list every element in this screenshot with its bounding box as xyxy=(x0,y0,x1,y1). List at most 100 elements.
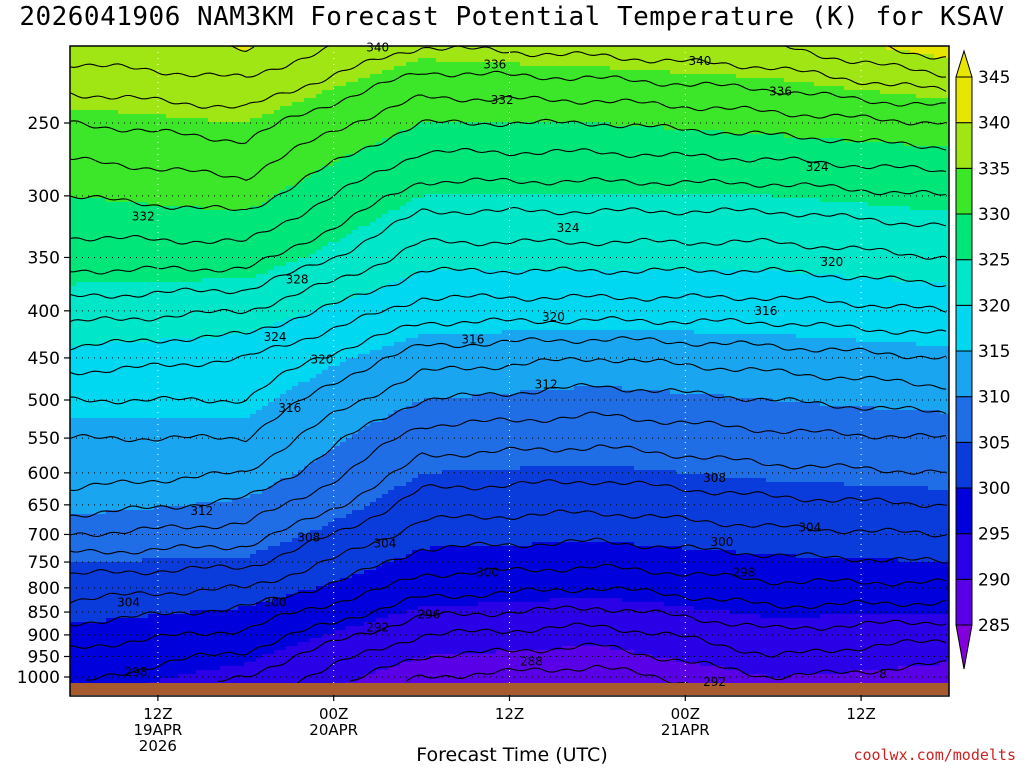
theta-cell xyxy=(802,198,809,275)
theta-cell xyxy=(484,546,491,603)
theta-cell xyxy=(562,270,569,331)
theta-cell xyxy=(88,562,95,623)
theta-cell xyxy=(784,270,791,335)
theta-cell xyxy=(880,342,887,411)
theta-cell xyxy=(694,334,701,395)
theta-cell xyxy=(772,134,779,199)
theta-cell xyxy=(262,46,269,115)
theta-cell xyxy=(376,566,383,619)
theta-cell xyxy=(622,46,629,71)
theta-cell xyxy=(730,478,737,551)
theta-cell xyxy=(862,46,869,91)
theta-cell xyxy=(154,418,161,507)
theta-cell xyxy=(622,466,629,543)
theta-cell xyxy=(394,614,401,667)
theta-cell xyxy=(886,486,893,559)
theta-cell xyxy=(568,194,575,271)
theta-cell xyxy=(178,338,185,419)
theta-cell xyxy=(730,194,737,271)
theta-cell xyxy=(514,122,521,195)
theta-cell xyxy=(460,334,467,399)
theta-cell xyxy=(550,46,557,67)
theta-cell xyxy=(208,670,215,684)
theta-cell xyxy=(646,390,653,471)
theta-cell xyxy=(76,562,83,623)
theta-cell xyxy=(304,534,311,591)
theta-cell xyxy=(826,138,833,203)
theta-cell xyxy=(190,558,197,611)
theta-cell xyxy=(910,146,917,211)
theta-cell xyxy=(490,654,497,684)
theta-cell xyxy=(322,306,329,371)
theta-cell xyxy=(814,86,821,139)
theta-cell xyxy=(760,554,767,619)
theta-cell xyxy=(916,54,923,99)
colorbar-band xyxy=(955,76,973,124)
theta-cell xyxy=(532,122,539,195)
theta-cell xyxy=(178,674,185,684)
theta-cell xyxy=(352,82,359,155)
theta-cell xyxy=(322,46,329,91)
theta-cell xyxy=(856,90,863,143)
contour-label: 316 xyxy=(754,304,777,318)
theta-cell xyxy=(922,210,929,283)
theta-cell xyxy=(178,506,185,559)
theta-cell xyxy=(442,62,449,123)
theta-cell xyxy=(874,90,881,143)
theta-cell xyxy=(208,46,215,123)
theta-cell xyxy=(880,614,887,671)
theta-cell xyxy=(76,622,83,684)
theta-cell xyxy=(424,194,431,271)
theta-cell xyxy=(700,194,707,271)
theta-cell xyxy=(820,482,827,559)
theta-cell xyxy=(478,194,485,271)
theta-cell xyxy=(946,414,949,491)
theta-cell xyxy=(70,110,77,199)
theta-cell xyxy=(244,606,251,663)
contour-label: 332 xyxy=(132,210,155,224)
theta-cell xyxy=(214,210,221,279)
theta-cell xyxy=(814,558,821,619)
theta-cell xyxy=(898,46,905,51)
theta-cell xyxy=(538,46,545,67)
theta-cell xyxy=(394,410,401,487)
grid-layer xyxy=(70,46,949,683)
theta-cell xyxy=(238,122,245,211)
theta-cell xyxy=(208,210,215,279)
theta-cell xyxy=(940,98,947,147)
theta-cell xyxy=(886,46,893,51)
theta-cell xyxy=(484,62,491,123)
theta-cell xyxy=(118,202,125,283)
theta-cell xyxy=(310,378,317,463)
theta-cell xyxy=(454,194,461,271)
theta-cell xyxy=(796,338,803,403)
theta-cell xyxy=(550,598,557,651)
theta-cell xyxy=(508,270,515,331)
theta-cell xyxy=(760,398,767,479)
theta-cell xyxy=(376,670,383,684)
theta-cell xyxy=(268,602,275,655)
y-tick-label: 350 xyxy=(28,248,60,268)
theta-cell xyxy=(850,614,857,671)
theta-cell xyxy=(340,578,347,631)
theta-cell xyxy=(934,282,941,347)
theta-cell xyxy=(826,46,833,87)
theta-cell xyxy=(538,390,545,467)
theta-cell xyxy=(154,342,161,419)
theta-cell xyxy=(628,390,635,467)
theta-cell xyxy=(616,330,623,387)
theta-cell xyxy=(472,122,479,195)
theta-cell xyxy=(808,82,815,139)
theta-cell xyxy=(634,70,641,127)
theta-cell xyxy=(400,614,407,663)
theta-cell xyxy=(292,594,299,647)
theta-cell xyxy=(820,202,827,275)
theta-cell xyxy=(676,330,683,395)
theta-cell xyxy=(838,202,845,275)
theta-cell xyxy=(562,46,569,67)
theta-cell xyxy=(454,470,461,547)
theta-cell xyxy=(226,210,233,279)
theta-cell xyxy=(376,498,383,567)
theta-cell xyxy=(628,46,635,71)
